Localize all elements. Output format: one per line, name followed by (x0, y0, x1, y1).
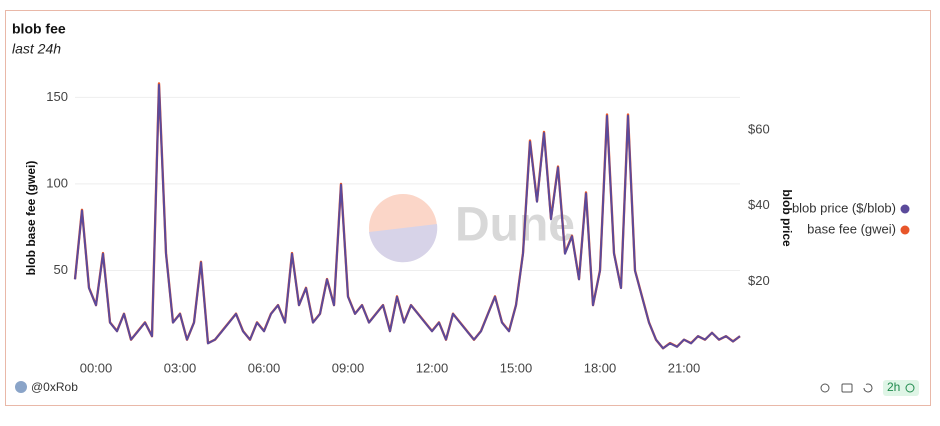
legend-label: blob price ($/blob) (792, 200, 896, 215)
y2-tick-label: $20 (748, 273, 770, 288)
icon[interactable] (841, 383, 853, 393)
y2-axis-title: blob price (780, 189, 794, 247)
x-tick-label: 03:00 (164, 360, 197, 375)
x-tick-label: 00:00 (80, 360, 113, 375)
x-tick-label: 21:00 (668, 360, 701, 375)
y-axis-title: blob base fee (gwei) (24, 161, 38, 276)
watermark-text: Dune (455, 199, 575, 252)
author[interactable]: @0xRob (31, 380, 78, 394)
y-tick-label: 100 (46, 175, 68, 190)
legend-marker (900, 225, 910, 235)
x-tick-label: 15:00 (500, 360, 533, 375)
toolbar: 2h (820, 380, 919, 396)
line-series (74, 83, 741, 350)
y2-tick-label: $60 (748, 121, 770, 136)
icon[interactable] (863, 383, 873, 393)
x-tick-label: 06:00 (248, 360, 281, 375)
author-avatar (15, 381, 27, 393)
y2-tick-label: $40 (748, 197, 770, 212)
x-tick-label: 18:00 (584, 360, 617, 375)
refresh-label: 2h (887, 380, 900, 394)
y-tick-label: 150 (46, 89, 68, 104)
chart-title: blob fee (12, 21, 66, 37)
frame (5, 10, 931, 406)
legend-label: base fee (gwei) (807, 221, 896, 236)
watermark: Dune (369, 194, 575, 263)
chart-subtitle: last 24h (12, 41, 61, 57)
icon (905, 383, 915, 393)
x-tick-label: 12:00 (416, 360, 449, 375)
y-tick-label: 50 (54, 262, 68, 277)
watermark-logo-part (369, 224, 438, 263)
legend-marker (900, 204, 910, 214)
icon[interactable] (820, 383, 830, 393)
x-tick-label: 09:00 (332, 360, 365, 375)
